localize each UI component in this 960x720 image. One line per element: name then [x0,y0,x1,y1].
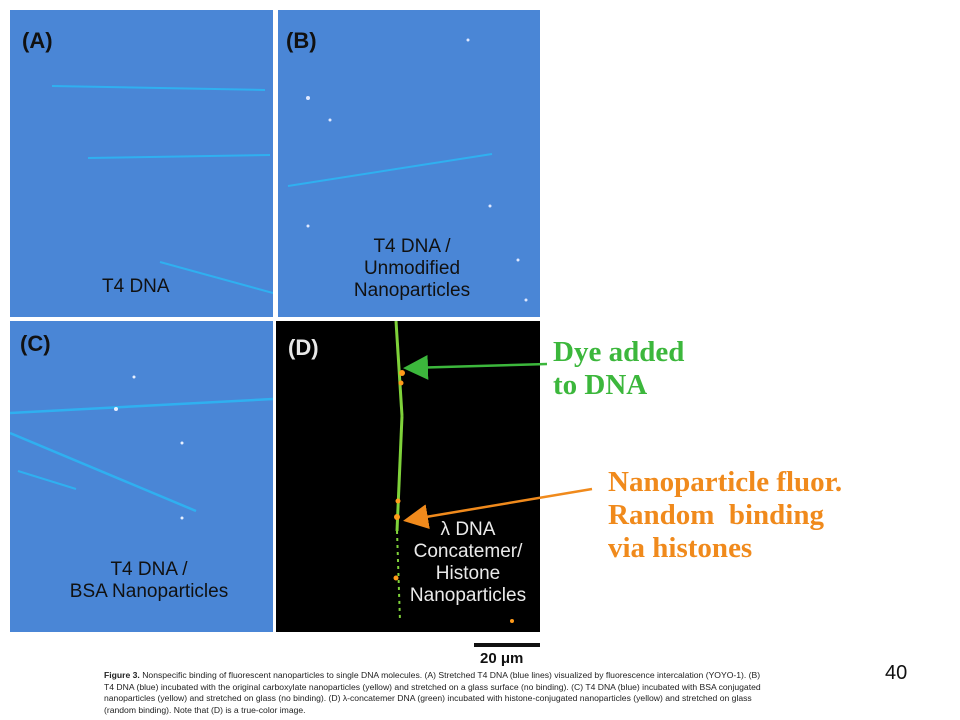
scale-bar-label: 20 μm [480,650,524,667]
nanoparticle-annotation: Nanoparticle fluor. Random binding via h… [608,466,842,565]
panel-b-caption-line-1: T4 DNA / [373,236,451,257]
nanoparticle-annotation-line-2: Random binding [608,499,824,531]
panel-d: (D) λ DNA Concatemer/ Histone Nanopartic… [276,321,540,632]
panel-d-caption-line-4: Nanoparticles [409,585,527,606]
slide-number: 40 [885,662,908,684]
dye-annotation: Dye added to DNA [553,336,684,402]
panel-c-caption-line-1: T4 DNA / [110,559,188,580]
panel-c-caption-line-2: BSA Nanoparticles [69,581,229,602]
panel-c-label: (C) [20,331,51,356]
panel-a-caption: T4 DNA [102,276,170,297]
panel-d-label: (D) [288,335,319,360]
panel-b-caption-line-2: Unmodified [363,258,461,279]
panel-b-caption: T4 DNA / Unmodified Nanoparticles [342,236,482,302]
figure-caption-lead: Figure 3. [104,670,140,680]
nanoparticle-annotation-line-3: via histones [608,532,753,564]
figure-caption-text: Nonspecific binding of fluorescent nanop… [104,670,761,715]
panel-c-strands [10,375,273,520]
panel-d-strands [393,321,514,623]
panel-b-label: (B) [286,28,317,53]
panel-b-strands [287,38,528,302]
panel-c-caption: T4 DNA / BSA Nanoparticles [58,559,240,603]
scale-bar [474,643,540,647]
nanoparticle-annotation-line-1: Nanoparticle fluor. [608,466,843,498]
figure-caption: Figure 3. Nonspecific binding of fluores… [104,670,764,716]
panel-d-caption-line-2: Concatemer/ [413,541,523,562]
panel-b: (B) T4 DNA / Unmodified Nanoparticles [278,10,540,317]
panel-a-label: (A) [22,28,53,53]
panel-a-strands [51,85,273,294]
panel-c: (C) T4 DNA / BSA Nanoparticles [10,321,273,632]
panel-d-caption: λ DNA Concatemer/ Histone Nanoparticles [398,519,538,607]
dye-annotation-line-2: to DNA [553,369,648,401]
panel-d-caption-line-3: Histone [435,563,501,584]
panel-b-caption-line-3: Nanoparticles [353,280,471,301]
panel-d-caption-line-1: λ DNA [440,519,496,540]
dye-annotation-line-1: Dye added [553,336,685,368]
panel-a: (A) T4 DNA [10,10,273,317]
